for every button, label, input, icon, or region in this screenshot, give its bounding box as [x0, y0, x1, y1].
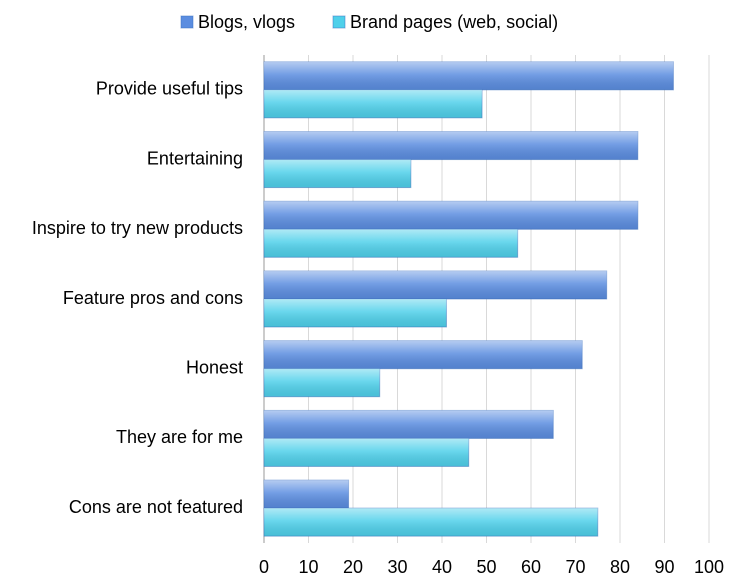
x-tick-label: 50	[476, 557, 496, 577]
bar-shine	[264, 340, 583, 369]
x-tick-label: 10	[298, 557, 318, 577]
legend-swatch	[332, 15, 346, 29]
x-tick-label: 60	[521, 557, 541, 577]
legend-label: Blogs, vlogs	[198, 12, 295, 32]
y-tick-label: Provide useful tips	[96, 79, 243, 99]
x-tick-label: 20	[343, 557, 363, 577]
bar-shine	[264, 229, 518, 258]
y-tick-label: Cons are not featured	[69, 497, 243, 517]
bar-shine	[264, 61, 674, 90]
x-tick-label: 90	[654, 557, 674, 577]
bar-shine	[264, 480, 349, 509]
y-tick-label: Inspire to try new products	[32, 218, 243, 238]
bar-shine	[264, 271, 607, 299]
bar-shine	[264, 299, 447, 327]
y-tick-label: Entertaining	[147, 148, 243, 168]
bar-shine	[264, 89, 483, 118]
bar-shine	[264, 131, 638, 160]
bar-shine	[264, 508, 598, 537]
bar-shine	[264, 410, 554, 439]
x-tick-label: 80	[610, 557, 630, 577]
y-tick-label: Feature pros and cons	[63, 288, 243, 308]
bar-shine	[264, 368, 380, 397]
x-tick-label: 0	[259, 557, 269, 577]
x-tick-label: 40	[432, 557, 452, 577]
y-tick-label: They are for me	[116, 427, 243, 447]
bar-shine	[264, 159, 411, 188]
legend-swatch	[180, 15, 194, 29]
x-tick-label: 30	[387, 557, 407, 577]
y-tick-label: Honest	[186, 357, 243, 377]
bar-shine	[264, 201, 638, 230]
legend-label: Brand pages (web, social)	[350, 12, 558, 32]
bar-shine	[264, 438, 469, 467]
x-tick-label: 100	[694, 557, 724, 577]
x-tick-label: 70	[565, 557, 585, 577]
